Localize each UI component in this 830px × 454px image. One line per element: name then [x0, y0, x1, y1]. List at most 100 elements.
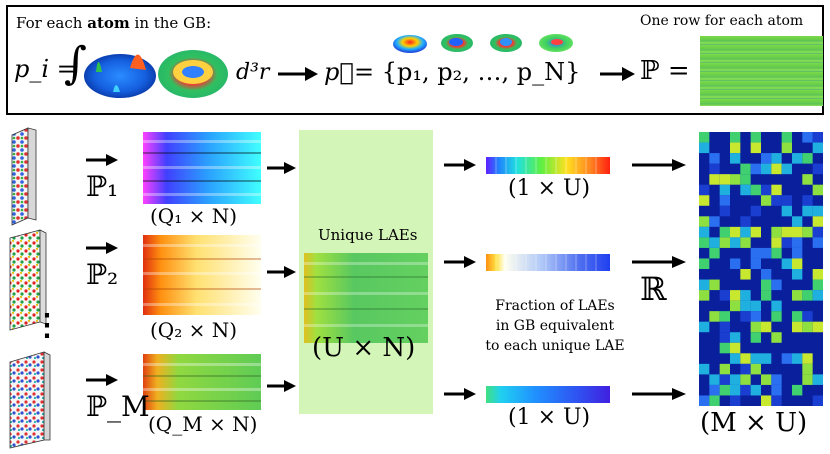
heatmap-cell [730, 258, 741, 269]
heatmap-cell [812, 395, 823, 406]
heatmap-cell [771, 384, 782, 396]
heatmap-cell [792, 226, 803, 238]
PM-label: ℙ_M [86, 390, 150, 423]
row-caption: One row for each atom [640, 13, 804, 29]
heatmap-cell [709, 163, 720, 175]
R-dim: (M × U) [700, 408, 808, 438]
Q2-dim: (Q₂ × N) [150, 318, 237, 342]
heatmap-cell [771, 247, 782, 259]
unique-lae-dim: (U × N) [312, 333, 416, 363]
QM-matrix [143, 354, 261, 410]
heatmap-cell [761, 195, 772, 206]
heatmap-cell [771, 195, 782, 206]
heatmap-cell [781, 195, 792, 206]
vector-3 [486, 386, 610, 403]
heatmap-cell [750, 142, 761, 154]
heatmap-cell [719, 311, 730, 322]
heatmap-cell [761, 279, 772, 291]
heatmap-cell [761, 184, 772, 196]
heatmap-cell [709, 311, 720, 322]
gb-structure-1 [11, 127, 37, 226]
heatmap-cell [812, 184, 823, 196]
heatmap-cell [740, 269, 751, 280]
heatmap-cell [761, 290, 772, 301]
heatmap-cell [802, 195, 813, 206]
heatmap-cell [699, 363, 710, 375]
heatmap-cell [771, 395, 782, 406]
heatmap-cell [740, 353, 751, 364]
heatmap-cell [750, 184, 761, 196]
heatmap-cell [719, 321, 730, 333]
heatmap-cell [802, 374, 813, 385]
set-expression: = {p₁, p₂, …, p_N} [354, 58, 581, 86]
heatmap-cell [730, 353, 741, 364]
heatmap-cell [761, 163, 772, 175]
top-arrow-2 [600, 67, 635, 81]
heatmap-cell [771, 226, 782, 238]
heatmap-cell [750, 163, 761, 175]
vector-2 [486, 254, 610, 271]
heatmap-cell [709, 395, 720, 406]
heatmap-cell [802, 132, 813, 143]
heatmap-cell [699, 226, 710, 238]
heatmap-cell [781, 226, 792, 238]
heatmap-cell [699, 395, 710, 406]
heatmap-cell [699, 321, 710, 333]
heatmap-cell [802, 153, 813, 164]
arrow-slab-1 [86, 154, 118, 166]
heatmap-cell [750, 311, 761, 322]
heatmap-cell [719, 184, 730, 196]
gb-structure-3 [9, 351, 51, 449]
d3r-label: d³r [236, 60, 270, 85]
heatmap-cell [812, 132, 823, 143]
vector-1 [486, 157, 610, 174]
heatmap-cell [719, 205, 730, 217]
heatmap-cell [771, 300, 782, 312]
arrow-vec-3 [444, 388, 476, 400]
heatmap-cell [740, 163, 751, 175]
density-blob-ring [158, 50, 228, 98]
heatmap-cell [771, 153, 782, 164]
heatmap-cell [771, 332, 782, 343]
heatmap-cell [730, 237, 741, 248]
heatmap-cell [750, 226, 761, 238]
heatmap-cell [740, 363, 751, 375]
heatmap-cell [719, 237, 730, 248]
arrow-q1 [267, 162, 296, 174]
heatmap-cell [730, 384, 741, 396]
heatmap-cell [740, 237, 751, 248]
heatmap-cell [730, 142, 741, 154]
heatmap-cell [792, 321, 803, 333]
heatmap-cell [709, 384, 720, 396]
heatmap-cell [761, 353, 772, 364]
heatmap-cell [792, 216, 803, 227]
heatmap-cell [730, 153, 741, 164]
heatmap-cell [812, 269, 823, 280]
heatmap-cell [792, 247, 803, 259]
intro-text: For each atom in the GB: [16, 14, 212, 32]
heatmap-cell [792, 269, 803, 280]
heatmap-cell [812, 216, 823, 227]
unique-lae-title: Unique LAEs [318, 226, 418, 244]
heatmap-cell [812, 142, 823, 154]
heatmap-cell [792, 258, 803, 269]
matrix-stripes [143, 140, 261, 402]
heatmap-cell [771, 279, 782, 291]
heatmap-cell [771, 237, 782, 248]
heatmap-cell [781, 205, 792, 217]
heatmap-cell [761, 395, 772, 406]
arrow-R-2 [632, 256, 686, 268]
heatmap-cell [730, 290, 741, 301]
p-vector: p⃗ [324, 58, 354, 86]
heatmap-cell [750, 132, 761, 143]
heatmap-cell [761, 269, 772, 280]
heatmap-cell [719, 290, 730, 301]
density-blob-blue [84, 54, 156, 98]
heatmap-cell [761, 374, 772, 385]
heatmap-cell [781, 163, 792, 175]
heatmap-cell [719, 384, 730, 396]
heatmap-cell [730, 174, 741, 185]
heatmap-cell [812, 163, 823, 175]
QM-dim: (Q_M × N) [148, 412, 258, 436]
